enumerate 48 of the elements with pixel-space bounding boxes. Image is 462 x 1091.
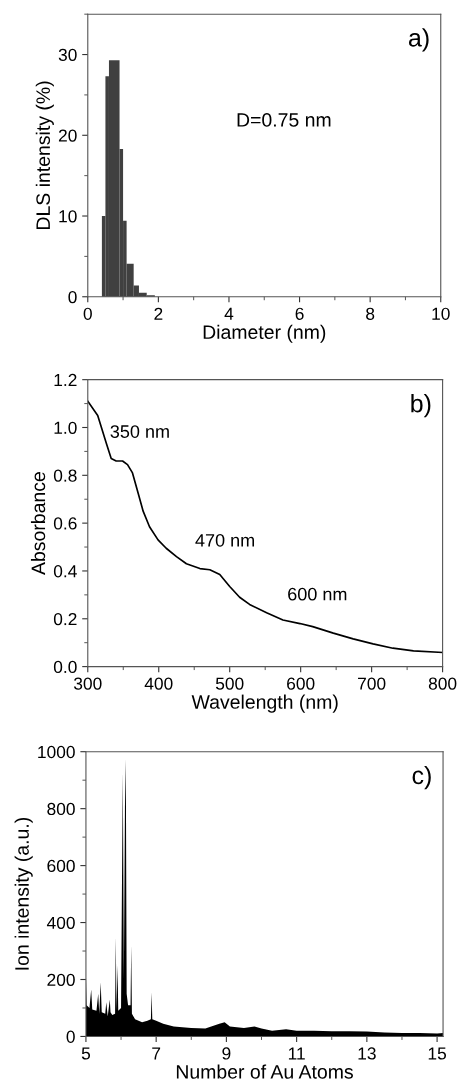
y-axis-title: Absorbance [30, 472, 46, 575]
x-tick-label: 500 [215, 677, 244, 690]
x-tick-label: 15 [428, 1047, 447, 1060]
y-axis-title: Ion intensity (a.u.) [14, 818, 33, 970]
annotation: 350 nm [110, 425, 169, 438]
y-tick-label: 30 [58, 48, 77, 62]
annotation: D=0.75 nm [237, 113, 331, 127]
y-tick-label: 0 [68, 290, 77, 304]
y-axis-title: DLS intensity (%) [35, 81, 54, 229]
y-tick-label: 200 [47, 973, 75, 986]
y-tick-label: 1.0 [54, 421, 77, 434]
y-tick-label: 10 [59, 210, 77, 223]
y-tick-label: 0.4 [53, 565, 77, 578]
y-tick-label: 0 [66, 1030, 75, 1043]
x-tick-label: 300 [73, 677, 102, 690]
y-tick-label: 0.6 [53, 517, 77, 530]
annotation: a) [408, 28, 429, 52]
y-tick-label: 800 [47, 802, 75, 816]
x-tick-label: 600 [287, 677, 315, 690]
x-tick-label: 5 [81, 1047, 91, 1060]
x-tick-label: 700 [358, 677, 386, 690]
x-tick-label: 7 [152, 1047, 161, 1060]
x-tick-label: 800 [428, 677, 457, 690]
x-tick-label: 11 [288, 1047, 305, 1060]
y-tick-label: 1.2 [54, 373, 77, 386]
y-tick-label: 600 [47, 859, 75, 873]
annotation: 600 nm [288, 587, 347, 601]
x-axis-title: Number of Au Atoms [176, 1064, 353, 1079]
x-axis-title: Diameter (nm) [203, 324, 326, 343]
annotation: c) [412, 765, 431, 790]
x-tick-label: 9 [222, 1047, 231, 1060]
x-tick-label: 0 [83, 307, 92, 320]
y-tick-label: 400 [46, 916, 75, 930]
annotation: 470 nm [195, 533, 255, 547]
y-tick-label: 0.2 [53, 612, 77, 626]
x-tick-label: 6 [295, 307, 304, 320]
y-tick-label: 20 [58, 129, 77, 142]
y-tick-label: 1000 [38, 745, 75, 759]
x-tick-label: 4 [224, 307, 234, 320]
x-tick-label: 13 [358, 1047, 376, 1060]
y-tick-label: 0.0 [53, 660, 77, 674]
x-tick-label: 10 [432, 307, 450, 320]
x-tick-label: 8 [366, 307, 375, 320]
x-tick-label: 400 [144, 677, 173, 690]
annotation: b) [411, 394, 431, 418]
x-tick-label: 2 [154, 307, 163, 320]
x-axis-title: Wavelength (nm) [191, 694, 338, 713]
y-tick-label: 0.8 [53, 469, 77, 482]
